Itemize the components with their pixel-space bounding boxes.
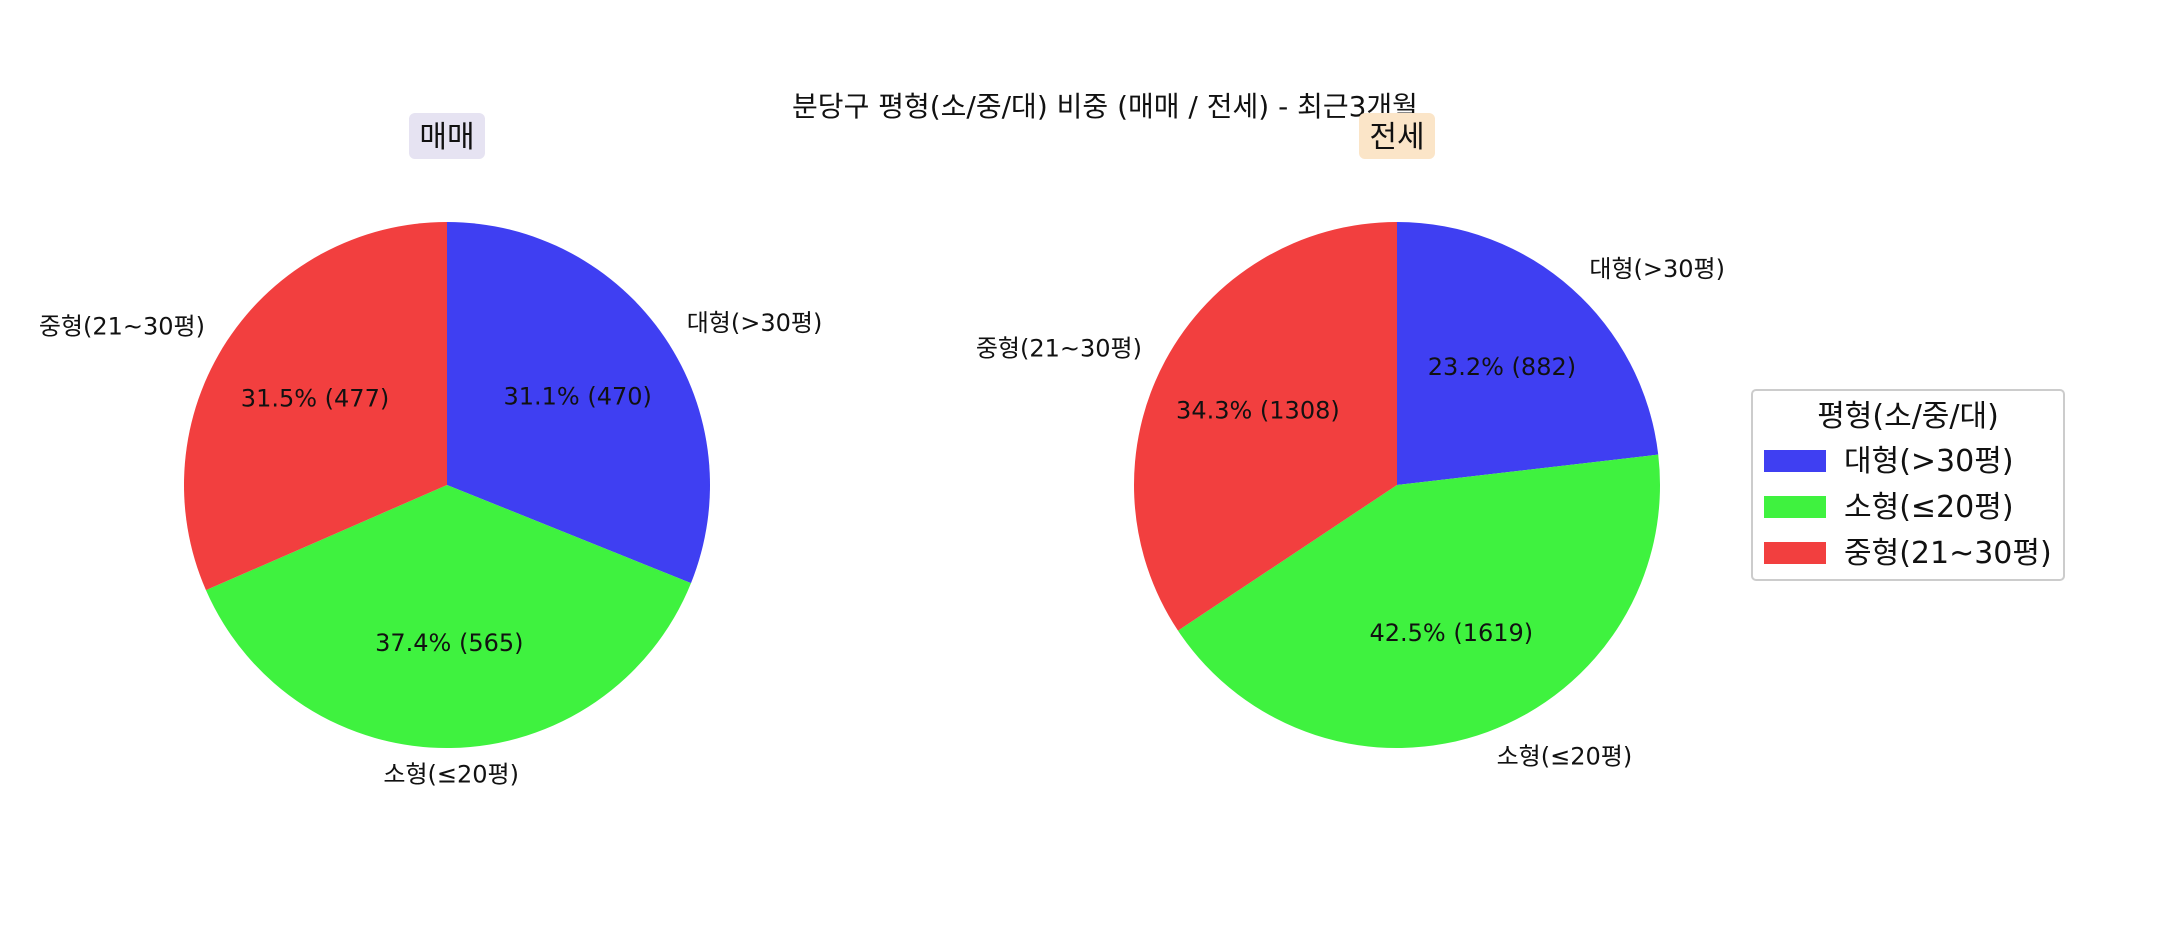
slice-percent-label: 34.3% (1308) [1176, 397, 1340, 425]
slice-category-label: 대형(>30평) [687, 309, 823, 337]
pie-slice-large [1397, 222, 1659, 485]
slice-percent-label: 23.2% (882) [1428, 353, 1576, 381]
legend-entry-label: 중형(21~30평) [1844, 536, 2052, 571]
panel-title: 매매 [419, 120, 474, 155]
legend-entry-label: 대형(>30평) [1844, 444, 2014, 479]
legend-swatch [1764, 542, 1826, 564]
slice-category-label: 소형(≤20평) [1497, 743, 1633, 771]
chart-title: 분당구 평형(소/중/대) 비중 (매매 / 전세) - 최근3개월 [792, 90, 1418, 123]
pie-slice-medium [1133, 222, 1397, 631]
slice-percent-label: 31.1% (470) [503, 383, 651, 411]
pie-slice-small [1178, 454, 1661, 749]
panel-title-background [1359, 113, 1435, 159]
slice-category-label: 중형(21~30평) [39, 313, 205, 341]
slice-category-label: 소형(≤20평) [383, 760, 519, 788]
pie-slice-medium [183, 222, 447, 591]
slice-category-label: 대형(>30평) [1589, 255, 1725, 283]
legend-swatch [1764, 496, 1826, 518]
legend-title: 평형(소/중/대) [1817, 399, 1999, 434]
legend: 평형(소/중/대) 대형(>30평) 소형(≤20평) 중형(21~30평) [1751, 389, 2065, 581]
pie-slice-small [205, 485, 692, 749]
slice-category-label: 중형(21~30평) [976, 334, 1142, 362]
pie-slice-large [447, 222, 710, 584]
legend-frame [1751, 389, 2065, 581]
panel-title-background [409, 113, 485, 159]
pies-layer: 대형(>30평) 31.1% (470) 소형(≤20평) 37.4% (565) 중형… [39, 113, 1725, 788]
pie-jeonse: 대형(>30평) 23.2% (882) 소형(≤20평) 42.5% (1619) 중… [976, 222, 1725, 771]
slice-percent-label: 37.4% (565) [375, 629, 523, 657]
pie-maemae: 대형(>30평) 31.1% (470) 소형(≤20평) 37.4% (565) 중형… [39, 222, 822, 788]
panel-title: 전세 [1369, 120, 1424, 155]
slice-percent-label: 42.5% (1619) [1369, 619, 1533, 647]
legend-swatch [1764, 450, 1826, 472]
slice-percent-label: 31.5% (477) [241, 385, 389, 413]
legend-entry-label: 소형(≤20평) [1844, 490, 2014, 525]
